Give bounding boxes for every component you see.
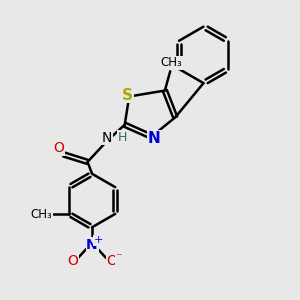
- Text: N: N: [86, 238, 98, 252]
- Text: CH₃: CH₃: [161, 56, 183, 69]
- Text: +: +: [94, 236, 103, 245]
- Text: H: H: [118, 131, 127, 144]
- Text: CH₃: CH₃: [30, 208, 52, 221]
- Text: S: S: [122, 88, 133, 103]
- Text: O: O: [53, 141, 64, 155]
- Text: ⁻: ⁻: [116, 251, 122, 264]
- Text: O: O: [67, 254, 78, 268]
- Text: O: O: [106, 254, 117, 268]
- Text: N: N: [148, 130, 161, 146]
- Text: N: N: [102, 130, 112, 145]
